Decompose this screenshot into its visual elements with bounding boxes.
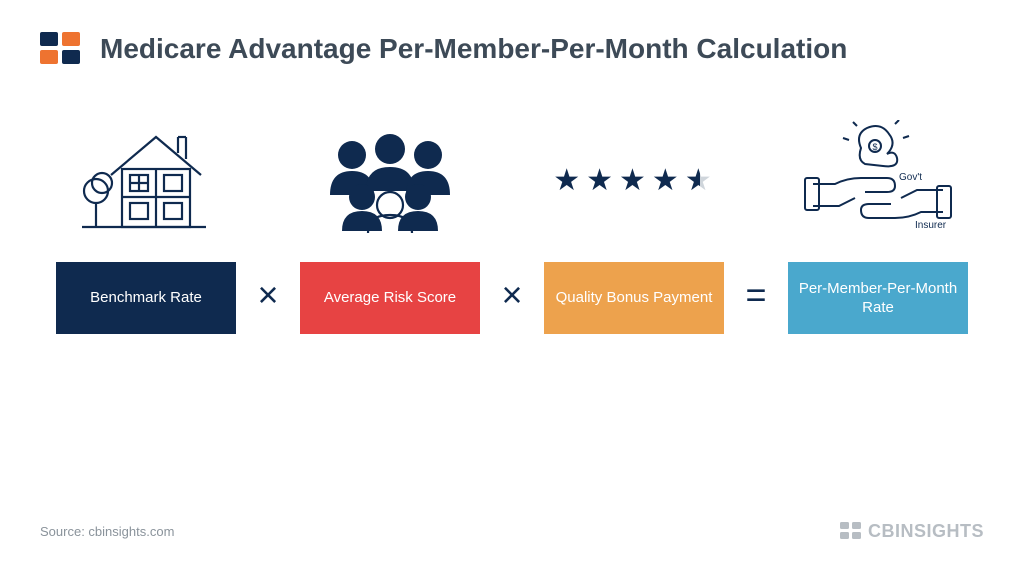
source-text: Source: cbinsights.com	[40, 524, 174, 539]
header: Medicare Advantage Per-Member-Per-Month …	[0, 0, 1024, 70]
term-riskscore: Average Risk Score	[294, 120, 486, 334]
logo-mark-icon	[40, 28, 82, 70]
stars-icon: ★★★★★★	[538, 120, 730, 240]
box-riskscore: Average Risk Score	[300, 262, 480, 334]
hands-icon: $ Gov't Insurer	[782, 120, 974, 240]
term-benchmark: Benchmark Rate	[50, 120, 242, 334]
operator-times-1: ×	[250, 274, 286, 316]
box-benchmark: Benchmark Rate	[56, 262, 236, 334]
operator-equals: =	[738, 274, 774, 316]
house-icon	[50, 120, 242, 240]
box-label: Benchmark Rate	[90, 288, 202, 308]
box-pmpm: Per-Member-Per-Month Rate	[788, 262, 968, 334]
box-label: Quality Bonus Payment	[556, 288, 713, 308]
page-title: Medicare Advantage Per-Member-Per-Month …	[100, 33, 847, 65]
star-full-icon: ★	[553, 163, 582, 198]
hand-label-insurer: Insurer	[915, 220, 946, 231]
box-quality: Quality Bonus Payment	[544, 262, 724, 334]
star-full-icon: ★	[586, 163, 615, 198]
star-half-icon: ★★	[685, 163, 715, 198]
star-full-icon: ★	[619, 163, 648, 198]
equation-row: Benchmark Rate ×	[0, 70, 1024, 334]
hand-label-govt: Gov't	[899, 172, 922, 183]
footer: Source: cbinsights.com CBINSIGHTS	[40, 520, 984, 542]
box-label: Per-Member-Per-Month Rate	[796, 279, 960, 318]
star-full-icon: ★	[652, 163, 681, 198]
brand-text: CBINSIGHTS	[868, 521, 984, 542]
people-icon	[294, 120, 486, 240]
operator-times-2: ×	[494, 274, 530, 316]
term-pmpm: $ Gov't Insurer Per-Member-Per-Month Rat…	[782, 120, 974, 334]
svg-text:$: $	[872, 142, 877, 152]
brand-logo: CBINSIGHTS	[840, 520, 984, 542]
box-label: Average Risk Score	[324, 288, 456, 308]
term-quality: ★★★★★★ Quality Bonus Payment	[538, 120, 730, 334]
